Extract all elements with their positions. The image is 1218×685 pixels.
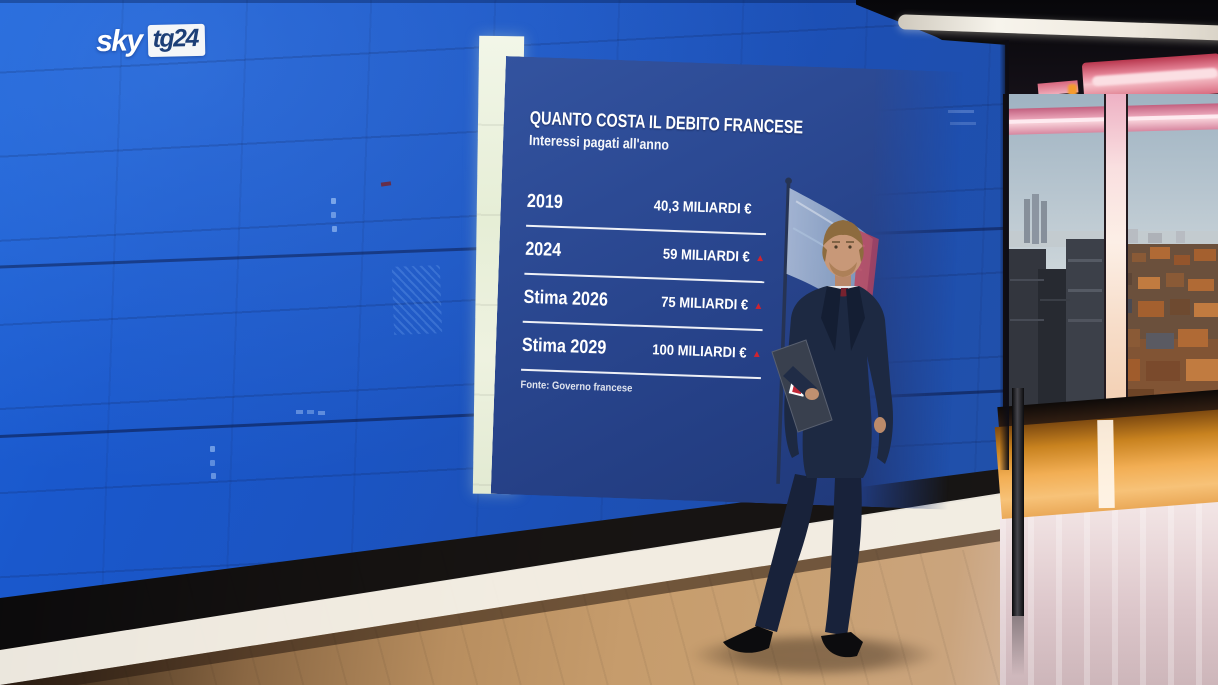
wall-top-edge bbox=[0, 0, 870, 3]
face bbox=[823, 227, 863, 277]
beard bbox=[829, 262, 857, 277]
pole-reflection bbox=[1012, 616, 1024, 676]
wall-dash-cluster bbox=[296, 410, 303, 414]
reflective-floor-right bbox=[1000, 502, 1218, 685]
shoe bbox=[723, 626, 773, 653]
hair bbox=[823, 220, 863, 246]
wall-hatch-texture bbox=[391, 265, 443, 335]
tg24-badge: tg24 bbox=[147, 23, 206, 58]
skytg24-logo: sky tg24 bbox=[96, 23, 206, 59]
graphic-source: Fonte: Governo francese bbox=[520, 378, 633, 395]
wall-right-edge bbox=[1000, 40, 1009, 470]
window-mullion-light bbox=[1104, 94, 1128, 424]
sky-wordmark: sky bbox=[95, 24, 142, 59]
window-mullion-light-lower bbox=[1097, 419, 1115, 509]
wall-dot-cluster bbox=[210, 446, 215, 452]
row-label: Stima 2026 bbox=[523, 286, 609, 311]
suit-jacket bbox=[784, 286, 893, 478]
hand bbox=[874, 417, 886, 433]
wall-dot-cluster bbox=[331, 198, 336, 204]
row-label: 2024 bbox=[524, 238, 562, 262]
news-presenter bbox=[723, 220, 893, 658]
shoe bbox=[821, 632, 863, 658]
floor-stand-pole bbox=[1012, 388, 1024, 616]
hand bbox=[805, 388, 819, 400]
amber-light bbox=[1068, 84, 1077, 96]
studio-window-city-view bbox=[1003, 94, 1218, 424]
graphic-subtitle: Interessi pagati all'anno bbox=[528, 132, 670, 154]
row-label: 2019 bbox=[526, 190, 564, 214]
row-label: Stima 2029 bbox=[521, 334, 607, 359]
